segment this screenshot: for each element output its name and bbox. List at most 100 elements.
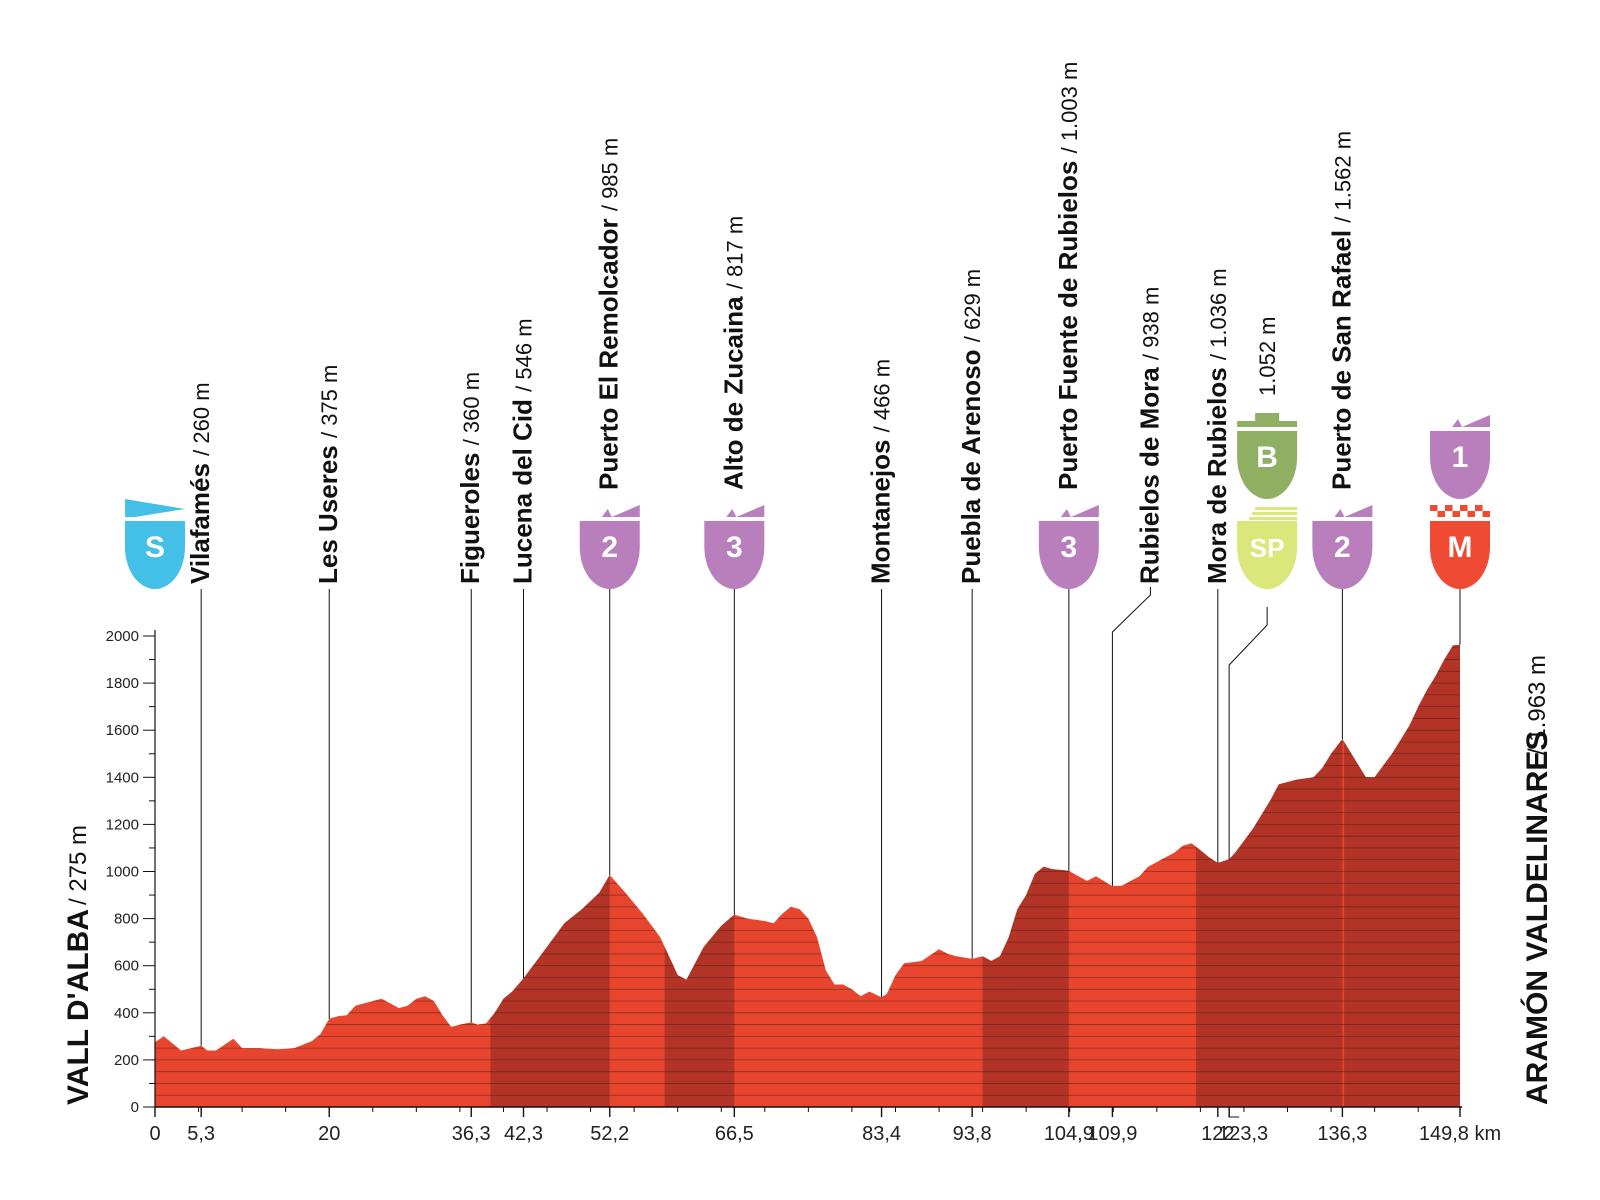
waypoint-altitude: / 466 m (870, 359, 895, 432)
y-tick-label: 1400 (106, 769, 139, 786)
waypoint-name: Figueroles (455, 445, 485, 584)
bonus-castle-icon (1237, 413, 1298, 427)
y-tick-label: 1600 (106, 722, 139, 739)
waypoint-name: Alto de Zucaina (718, 289, 748, 490)
badge-label: 1 (1452, 441, 1469, 474)
badge-shape (1237, 431, 1298, 500)
checkered-flag-icon (1445, 505, 1453, 511)
badge-label: 3 (1061, 531, 1078, 564)
y-tick-label: 1200 (106, 816, 139, 833)
badge-label: 3 (726, 531, 743, 564)
checkered-flag-icon (1482, 511, 1490, 517)
badge-label: B (1256, 441, 1278, 474)
waypoint-label: Alto de Zucaina / 817 m (718, 216, 748, 490)
y-tick-label: 1800 (106, 675, 139, 692)
waypoint-label: Rubielos de Mora / 938 m (1134, 287, 1164, 584)
badge-shape (1038, 521, 1099, 589)
waypoint-leader (1111, 587, 1151, 887)
badge-climb: 2 (1312, 505, 1373, 589)
mountain-peak-icon (1038, 505, 1099, 517)
x-tick-label: 123,3 (1218, 1123, 1268, 1145)
badge-shape (1430, 431, 1490, 499)
waypoint-altitude: / 360 m (459, 372, 484, 445)
waypoint-altitude: / 1.562 m (1330, 131, 1355, 223)
x-tick-label: 136,3 (1317, 1123, 1367, 1145)
x-tick-label: 20 (318, 1123, 340, 1145)
x-tick-label: 5,3 (187, 1123, 215, 1145)
badge-bonus: B (1237, 413, 1298, 500)
y-tick-label: 0 (131, 1099, 139, 1116)
x-tick-label: 122 (1201, 1123, 1234, 1145)
checkered-flag-icon (1467, 511, 1475, 517)
badge-sprint: SP (1237, 507, 1298, 589)
start-altitude: / 275 m (65, 825, 92, 905)
waypoint-name: Vilafamés (185, 456, 215, 584)
badge-shape (125, 521, 185, 589)
badge-climb: 1 (1430, 415, 1490, 499)
badge-shape (1430, 521, 1490, 589)
x-tick-label: 36,3 (452, 1123, 491, 1145)
waypoint-label: Lucena del Cid / 546 m (508, 318, 538, 584)
waypoint-leader (1228, 607, 1268, 860)
waypoint-altitude: / 629 m (960, 269, 985, 342)
badge-finish: M (1430, 505, 1490, 589)
waypoint-altitude: / 375 m (317, 365, 342, 438)
mountain-peak-icon (1312, 505, 1373, 517)
waypoint-altitude: / 985 m (598, 138, 623, 211)
x-tick-label: 104,9 (1044, 1123, 1094, 1145)
badge-shape (1237, 521, 1298, 589)
waypoint-name: Puerto de San Rafael (1326, 223, 1356, 490)
badge-label: SP (1250, 533, 1285, 563)
waypoint-name: Puebla de Arenoso (956, 342, 986, 584)
waypoint-altitude: 1.052 m (1255, 317, 1280, 397)
finish-town-name: ARAMÓN VALDELINARES (1520, 731, 1554, 1105)
start-flag-icon (125, 499, 185, 517)
x-tick-label: 0 (149, 1123, 160, 1145)
checkered-flag-icon (1475, 505, 1483, 511)
waypoint-label: Vilafamés / 260 m (185, 382, 215, 584)
x-tick-leader (1228, 1107, 1240, 1118)
mountain-peak-icon (579, 505, 640, 517)
waypoint-label: Les Useres / 375 m (313, 365, 343, 584)
badge-shape (1312, 521, 1373, 589)
x-tick-label: 149,8 km (1419, 1123, 1501, 1145)
y-tick-label: 200 (114, 1052, 139, 1069)
y-tick-label: 400 (114, 1005, 139, 1022)
badge-shape (704, 521, 765, 589)
waypoint-altitude: / 546 m (512, 318, 537, 391)
waypoint-label: Mora de Rubielos / 1.036 m (1202, 268, 1232, 584)
waypoint-altitude: / 938 m (1138, 287, 1163, 360)
x-tick-label: 83,4 (862, 1123, 901, 1145)
waypoint-name: Puerto Fuente de Rubielos (1053, 153, 1083, 490)
x-tick-label: 93,8 (953, 1123, 992, 1145)
profile-area (155, 644, 1460, 1107)
badge-label: 2 (601, 531, 618, 564)
checkered-flag-icon (1430, 505, 1438, 511)
waypoint-label: Puerto Fuente de Rubielos / 1.003 m (1053, 62, 1083, 490)
y-tick-label: 1000 (106, 864, 139, 881)
waypoints-group: Vilafamés / 260 m Les Useres / 375 m Figue… (185, 62, 1461, 1046)
sprint-steps-icon (1249, 517, 1298, 520)
axes-group: 0 200 400 600 800 1000 1200 1400 1600 1800 2000 0 5,… (106, 628, 1502, 1145)
x-tick-label: 52,2 (590, 1123, 629, 1145)
finish-altitude: / 1.963 m (1524, 655, 1551, 755)
waypoint-name: Puerto El Remolcador (594, 211, 624, 490)
waypoint-altitude: / 1.003 m (1057, 62, 1082, 154)
waypoint-name: Mora de Rubielos (1202, 360, 1232, 584)
waypoint-altitude: / 260 m (189, 382, 214, 455)
mountain-peak-icon (704, 505, 765, 517)
sprint-steps-icon (1252, 512, 1298, 515)
checkered-flag-icon (1452, 511, 1460, 517)
waypoint-label: Puerto El Remolcador / 985 m (594, 138, 624, 490)
badge-climb: 3 (1038, 505, 1099, 589)
checkered-flag-icon (1460, 505, 1468, 511)
waypoint-label: Figueroles / 360 m (455, 372, 485, 584)
badge-climb: 2 (579, 505, 640, 589)
waypoint-altitude: / 1.036 m (1206, 268, 1231, 360)
badge-start: S (125, 499, 185, 589)
x-tick-label: 109,9 (1087, 1123, 1137, 1145)
y-tick-label: 2000 (106, 628, 139, 645)
badge-label: S (145, 531, 165, 564)
